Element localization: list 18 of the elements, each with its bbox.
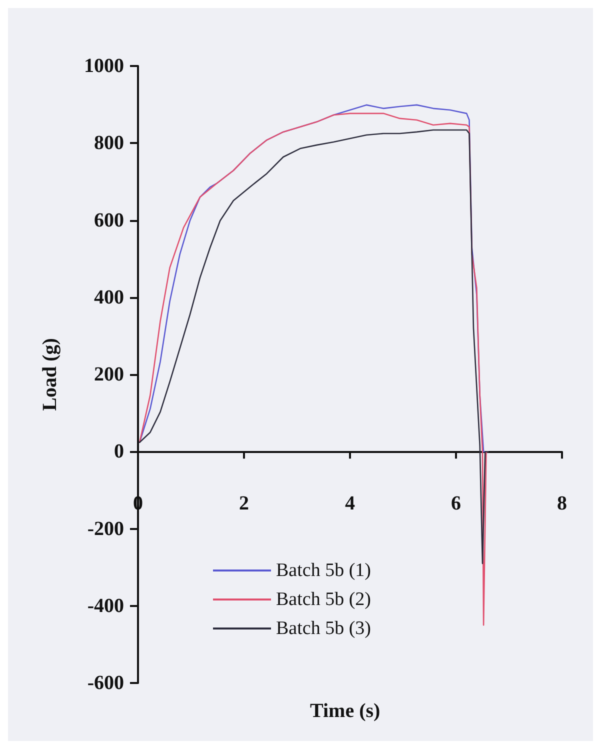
y-tick-label: 0	[114, 440, 124, 463]
y-tick-label: -400	[87, 594, 124, 617]
y-tick-label: 400	[94, 286, 124, 308]
x-tick-label: 4	[345, 492, 355, 515]
y-tick-label: 200	[94, 364, 124, 386]
y-tick-label: -200	[87, 518, 124, 540]
legend-label: Batch 5b (1)	[276, 560, 371, 581]
x-tick-label: 8	[557, 492, 567, 515]
x-axis-title: Time (s)	[310, 700, 380, 722]
y-tick-label: 1000	[84, 55, 124, 77]
y-tick-label: -600	[87, 672, 124, 694]
x-tick-label: 6	[451, 492, 461, 515]
y-tick-label: 800	[94, 132, 124, 154]
y-axis-title: Load (g)	[39, 338, 61, 411]
legend-label: Batch 5b (3)	[276, 618, 371, 639]
legend-label: Batch 5b (2)	[276, 589, 371, 610]
x-tick-label: 2	[239, 492, 249, 515]
y-tick-label: 600	[94, 209, 124, 232]
